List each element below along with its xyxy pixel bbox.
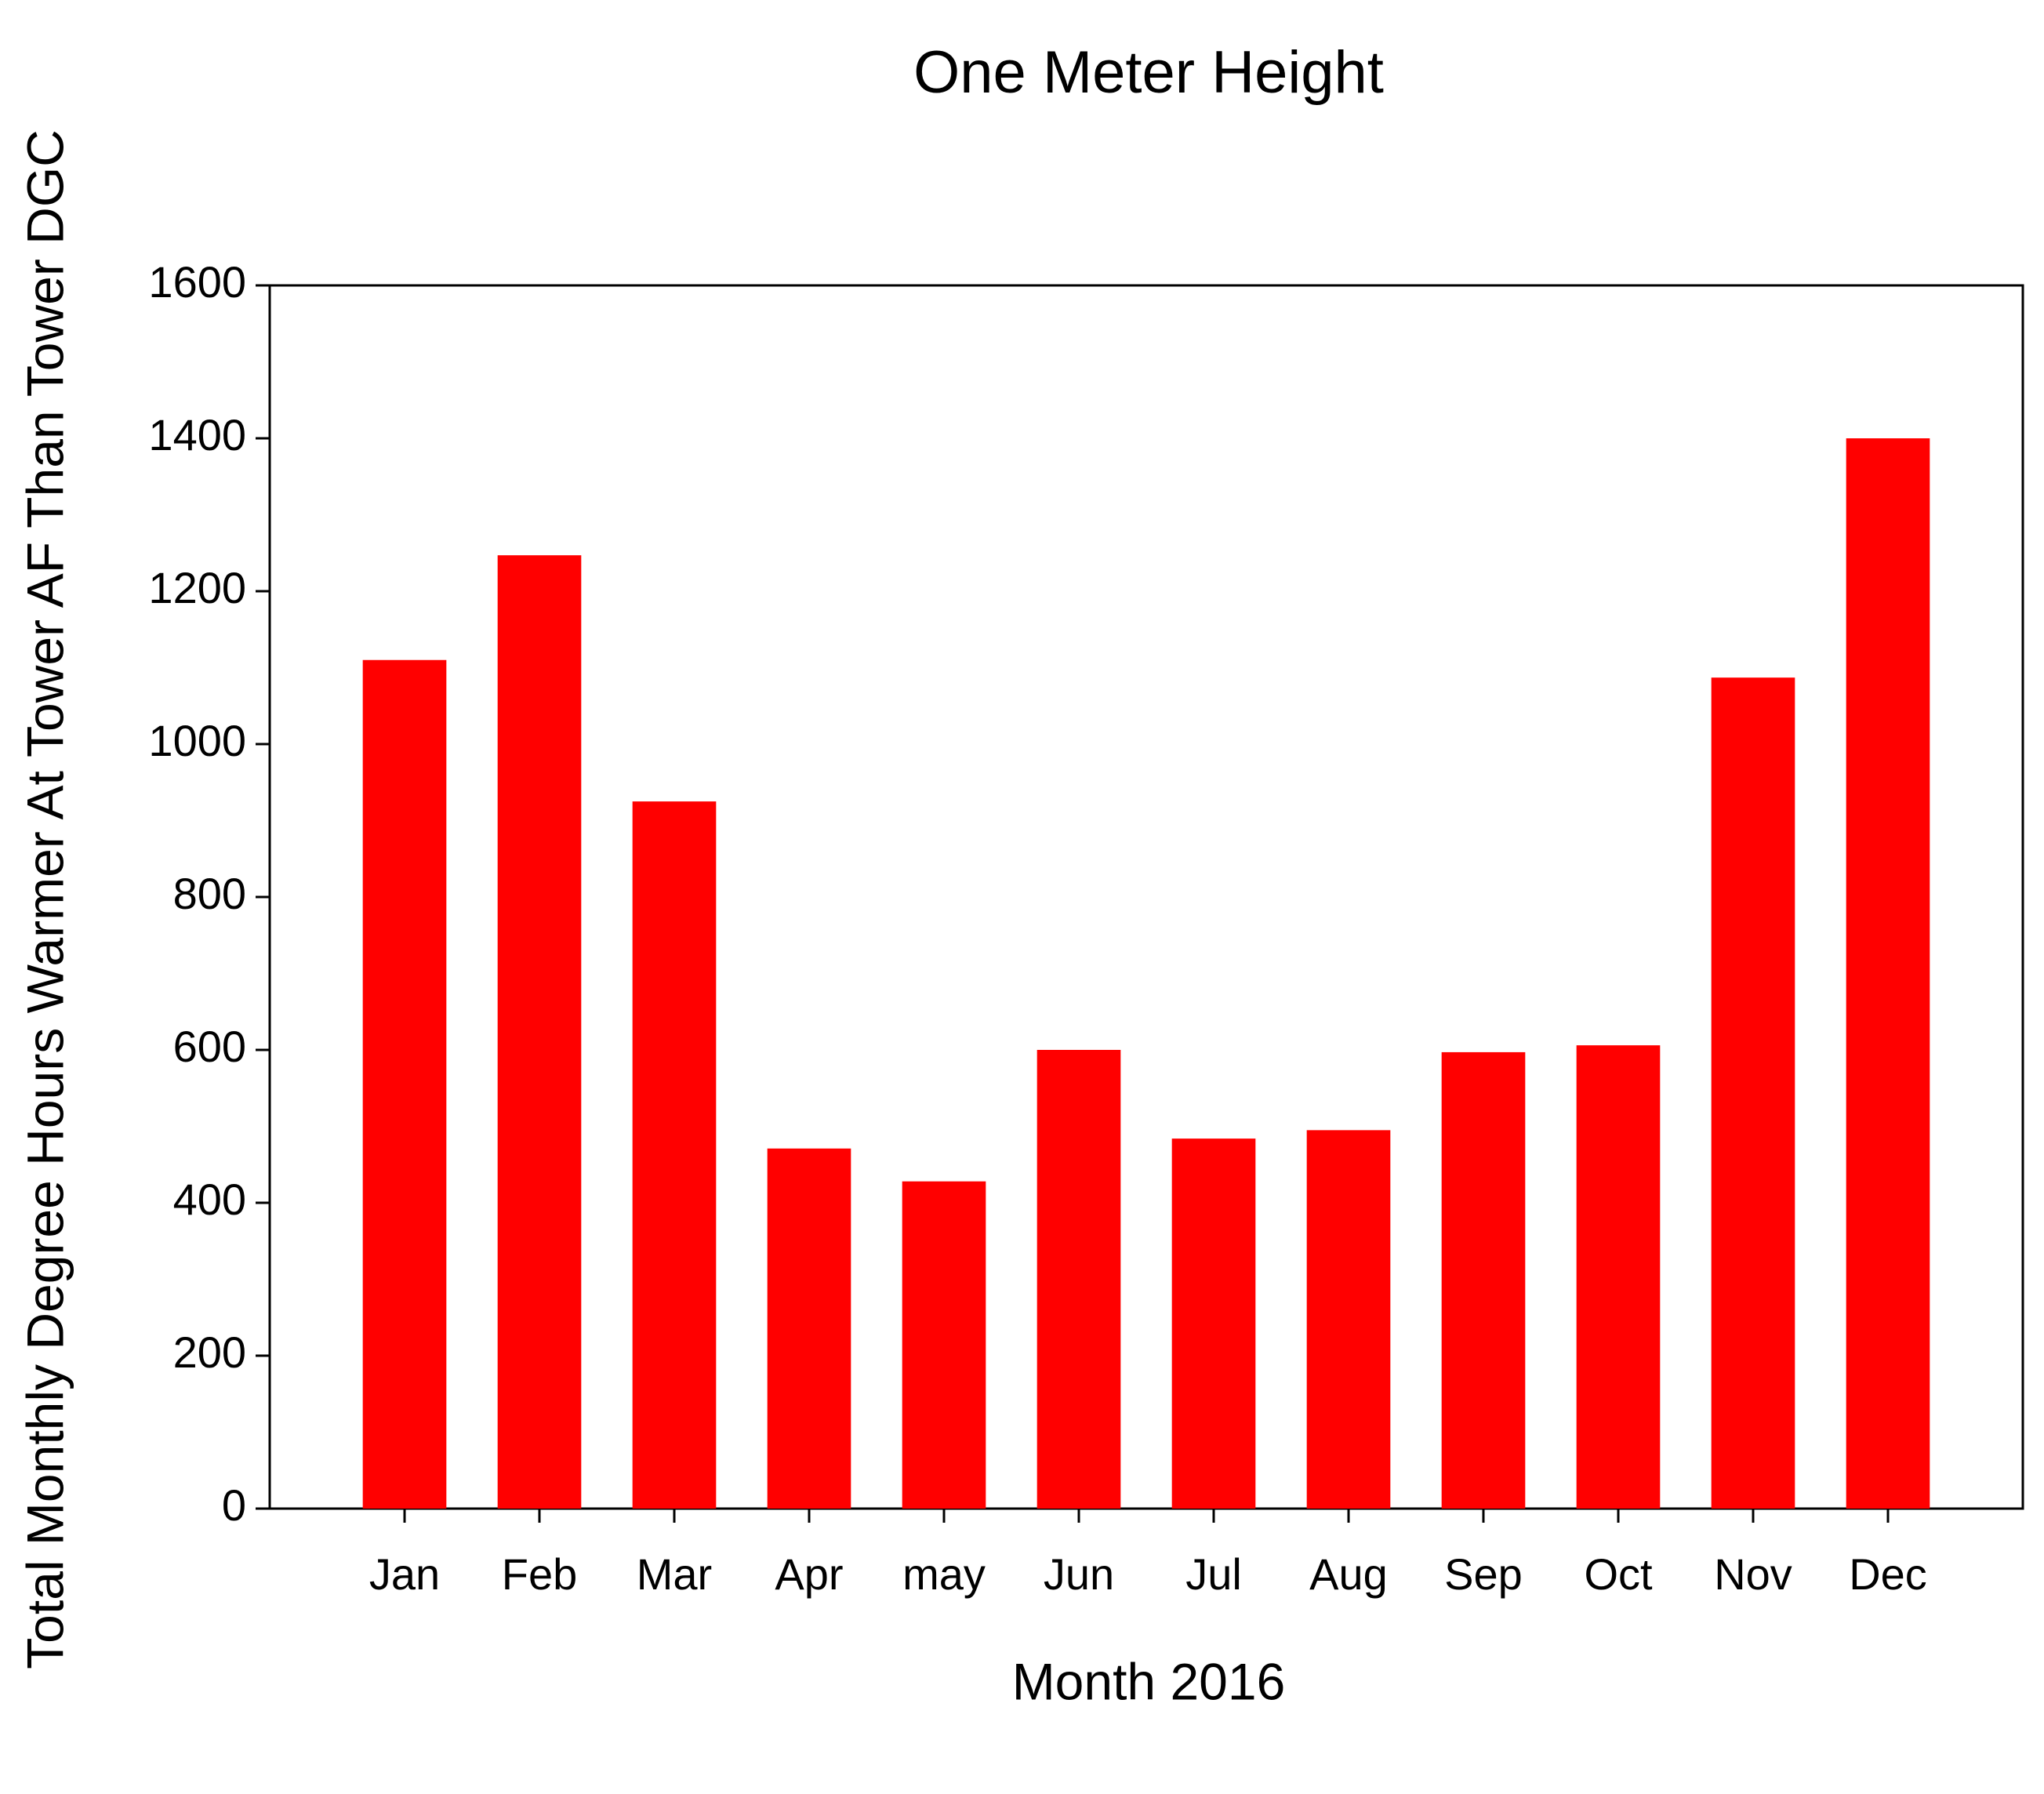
bar xyxy=(767,1148,851,1509)
x-tick-label: Dec xyxy=(1849,1549,1927,1599)
y-tick-label: 1200 xyxy=(148,563,246,612)
y-tick-label: 1600 xyxy=(148,257,246,307)
y-axis-label: Total Monthly Degree Hours Warmer At Tow… xyxy=(16,129,74,1669)
x-tick-label: Jan xyxy=(369,1549,440,1599)
x-tick-label: Apr xyxy=(775,1549,843,1599)
bar xyxy=(1171,1138,1256,1509)
bar xyxy=(902,1181,986,1509)
x-tick-label: Oct xyxy=(1584,1549,1653,1599)
y-tick-label: 0 xyxy=(222,1480,246,1530)
y-tick-label: 1400 xyxy=(148,410,246,459)
bar xyxy=(1441,1051,1526,1509)
x-tick-label: Feb xyxy=(502,1549,578,1599)
x-tick-label: Jun xyxy=(1044,1549,1114,1599)
x-tick-label: Jul xyxy=(1185,1549,1242,1599)
y-tick-label: 800 xyxy=(173,869,246,918)
y-tick-label: 1000 xyxy=(148,716,246,765)
bar xyxy=(497,555,582,1509)
bar xyxy=(1711,677,1795,1509)
y-tick-label: 200 xyxy=(173,1327,246,1377)
x-tick-label: may xyxy=(902,1549,986,1599)
x-tick-label: Aug xyxy=(1309,1549,1388,1599)
x-tick-label: Sep xyxy=(1444,1549,1523,1599)
bar xyxy=(1846,438,1930,1509)
bar xyxy=(632,801,717,1509)
bar xyxy=(1306,1130,1391,1509)
x-tick-label: Mar xyxy=(637,1549,712,1599)
y-tick-label: 400 xyxy=(173,1175,246,1224)
bar xyxy=(1576,1045,1661,1509)
bar xyxy=(362,659,447,1509)
x-tick-label: Nov xyxy=(1714,1549,1792,1599)
chart-title: One Meter Height xyxy=(913,39,1384,106)
bar xyxy=(1037,1050,1121,1509)
y-tick-label: 600 xyxy=(173,1022,246,1071)
x-axis-label: Month 2016 xyxy=(1012,1652,1286,1710)
